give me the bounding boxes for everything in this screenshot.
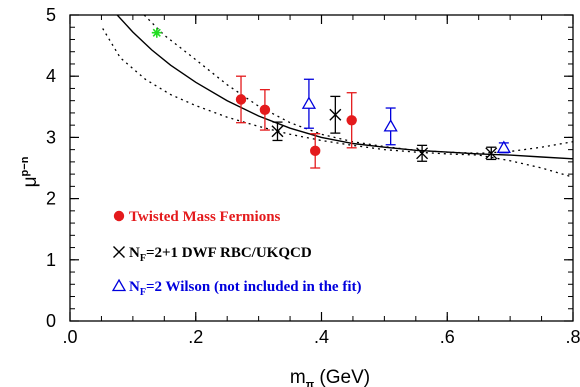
series-3-point-0-marker <box>151 27 162 38</box>
series-0-point-1-marker <box>259 104 271 116</box>
y-tick-label: 5 <box>46 5 56 25</box>
y-tick-label: 2 <box>46 189 56 209</box>
y-axis-title: μp−n <box>19 156 41 187</box>
markers-layer <box>151 27 511 169</box>
x-tick-label: .4 <box>314 327 329 347</box>
labels-layer: .0 .2 .4 .6 .8 0 1 2 3 4 5 mπ (GeV) μp−n <box>19 5 580 387</box>
legend-label-1-subscript: F <box>140 253 146 264</box>
y-tick-label: 4 <box>46 66 56 86</box>
curves-layer <box>102 15 573 178</box>
series-1-point-3-marker <box>485 147 498 160</box>
series-1-point-1-marker <box>329 108 342 121</box>
series-3 <box>151 27 162 38</box>
legend-label-2-main: N <box>129 279 140 295</box>
series-1 <box>271 95 498 162</box>
series-0-point-3-marker <box>346 115 357 126</box>
fit-curve <box>116 15 573 160</box>
legend-marker-0 <box>113 210 125 222</box>
y-tick-label: 1 <box>46 250 56 270</box>
x-tick-label: .2 <box>188 327 203 347</box>
legend-label-2-rest: =2 Wilson (not included in the fit) <box>146 279 362 295</box>
error-band-upper <box>143 15 573 154</box>
x-axis-title-main: m <box>290 367 306 387</box>
series-2-point-0-marker <box>301 96 317 109</box>
y-axis-title-superscript: p−n <box>19 156 31 176</box>
x-tick-label: .0 <box>62 327 77 347</box>
legend-marker-2 <box>111 278 127 292</box>
x-tick-label: .8 <box>565 327 580 347</box>
y-tick-label: 0 <box>46 311 56 331</box>
legend-label-2: NF=2 Wilson (not included in the fit) <box>129 279 361 298</box>
legend-label-2-subscript: F <box>140 287 146 298</box>
y-tick-label: 3 <box>46 127 56 147</box>
x-axis-title-subscript: π <box>306 379 315 387</box>
legend-label-1: NF=2+1 DWF RBC/UKQCD <box>129 245 312 264</box>
plot-border <box>69 14 574 322</box>
ticks-layer <box>69 14 574 322</box>
plot-frame <box>69 14 574 322</box>
x-tick-label: .6 <box>440 327 455 347</box>
legend-marker-1 <box>113 246 125 258</box>
x-axis-title: mπ (GeV) <box>290 367 370 387</box>
series-2-point-2-marker <box>496 140 511 153</box>
series-1-point-2-marker <box>416 147 429 160</box>
y-axis-title-main: μ <box>20 176 41 187</box>
series-2 <box>301 78 511 154</box>
series-0-point-0-marker <box>235 94 247 105</box>
legend-label-1-rest: =2+1 DWF RBC/UKQCD <box>146 245 312 261</box>
series-1-point-0-marker <box>271 125 284 138</box>
series-0 <box>235 75 357 169</box>
legend-label-1-main: N <box>129 245 140 261</box>
x-axis-title-units: (GeV) <box>314 367 370 387</box>
series-2-point-1-marker <box>383 119 398 132</box>
series-0-point-2-marker <box>310 145 321 157</box>
legend-label-0: Twisted Mass Fermions <box>129 209 281 225</box>
